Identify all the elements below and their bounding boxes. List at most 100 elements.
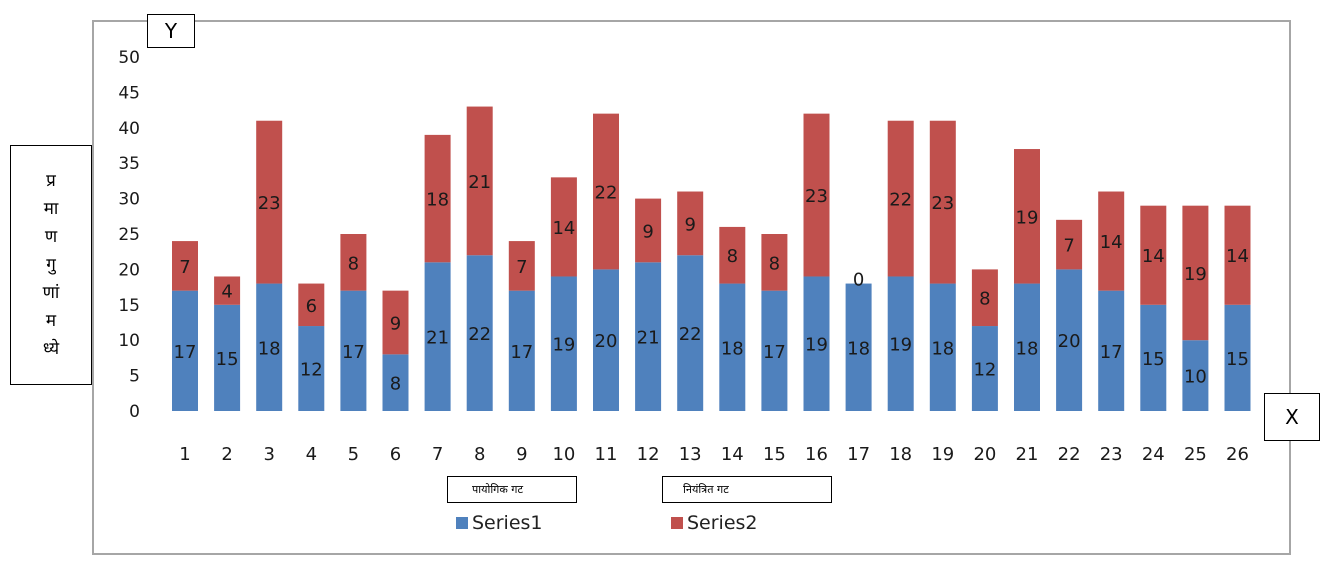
x-tick-label: 19 bbox=[931, 444, 954, 465]
bar-series1 bbox=[1140, 304, 1167, 411]
x-tick-label: 12 bbox=[637, 444, 660, 465]
bar-series1 bbox=[887, 276, 914, 411]
bar-series1 bbox=[1224, 304, 1251, 411]
data-label-series1: 17 bbox=[1100, 342, 1123, 363]
data-label-series1: 17 bbox=[510, 342, 533, 363]
data-label-series2: 23 bbox=[805, 186, 828, 207]
bar-series1 bbox=[424, 262, 451, 411]
y-axis-ticks: 0 5 10 15 20 25 30 35 40 45 50 bbox=[118, 48, 140, 422]
data-label-series2: 19 bbox=[1184, 264, 1207, 285]
data-label-series1: 22 bbox=[679, 324, 702, 345]
bar-series1 bbox=[803, 276, 830, 411]
bar-series2 bbox=[1014, 149, 1040, 284]
bar-series2 bbox=[466, 106, 493, 256]
bar-series1 bbox=[761, 290, 788, 411]
x-tick-label: 22 bbox=[1058, 444, 1081, 465]
data-label-series2: 23 bbox=[931, 193, 954, 214]
data-label-series1: 17 bbox=[342, 342, 365, 363]
data-label-series2: 21 bbox=[468, 172, 491, 193]
bar-series1 bbox=[172, 290, 198, 411]
bar-series1 bbox=[971, 326, 998, 411]
y-tick-label: 30 bbox=[118, 190, 140, 210]
data-label-series1: 21 bbox=[637, 328, 660, 349]
bar-series2 bbox=[256, 120, 283, 284]
data-label-series2: 14 bbox=[552, 218, 575, 239]
x-tick-label: 6 bbox=[390, 444, 401, 465]
data-label-series2: 19 bbox=[1016, 207, 1039, 228]
bar-series1 bbox=[1098, 290, 1125, 411]
y-tick-label: 50 bbox=[118, 48, 140, 68]
x-tick-label: 4 bbox=[306, 444, 317, 465]
x-tick-label: 21 bbox=[1016, 444, 1039, 465]
bar-series2 bbox=[340, 234, 367, 291]
data-label-series1: 20 bbox=[1058, 331, 1081, 352]
y-axis-label-line: प्र bbox=[46, 171, 56, 191]
bar-series1 bbox=[466, 255, 493, 411]
bar-series2 bbox=[508, 241, 535, 291]
y-axis-label-line: णां bbox=[42, 283, 60, 303]
data-label-series2: 22 bbox=[889, 190, 912, 211]
data-label-series1: 12 bbox=[973, 360, 996, 381]
y-tick-label: 20 bbox=[118, 260, 140, 280]
data-label-series1: 19 bbox=[552, 335, 575, 356]
y-axis-label-line: गु bbox=[46, 255, 56, 275]
bar-series: 17 7 15 4 18 23 12 6 17 8 8 9 21 18 22 21 17 7 19 14 20 22 21 9… bbox=[172, 106, 1251, 411]
x-tick-label: 10 bbox=[552, 444, 575, 465]
y-tick-label: 35 bbox=[118, 154, 140, 174]
x-tick-label: 3 bbox=[263, 444, 274, 465]
y-axis-marker: Y bbox=[147, 14, 195, 48]
legend-series1: Series1 bbox=[456, 510, 543, 536]
x-tick-label: 11 bbox=[595, 444, 618, 465]
data-label-series2: 9 bbox=[390, 314, 401, 335]
x-tick-label: 8 bbox=[474, 444, 485, 465]
data-label-series1: 8 bbox=[390, 374, 401, 395]
bar-series1 bbox=[340, 290, 367, 411]
y-axis-label-line: ध्ये bbox=[42, 339, 60, 359]
data-label-series2: 0 bbox=[853, 270, 864, 291]
data-label-series1: 12 bbox=[300, 360, 323, 381]
bar-series2 bbox=[1224, 205, 1251, 305]
x-tick-label: 2 bbox=[221, 444, 232, 465]
bar-series1 bbox=[382, 354, 409, 411]
bar-series2 bbox=[677, 191, 704, 256]
data-label-series1: 19 bbox=[889, 335, 912, 356]
bar-series2 bbox=[803, 113, 830, 277]
data-label-series2: 18 bbox=[426, 190, 449, 211]
data-label-series1: 21 bbox=[426, 328, 449, 349]
y-tick-label: 45 bbox=[118, 83, 140, 103]
x-axis-ticks: 1 2 3 4 5 6 7 8 9 10 11 12 13 14 15 16 17 18 19 20 21 22 23 24 2… bbox=[179, 444, 1249, 465]
x-tick-label: 15 bbox=[763, 444, 786, 465]
data-label-series2: 6 bbox=[306, 296, 317, 317]
y-axis-label-line: म bbox=[45, 311, 57, 331]
data-label-series1: 18 bbox=[1016, 338, 1039, 359]
data-label-series1: 15 bbox=[1226, 349, 1249, 370]
bar-series2 bbox=[593, 113, 619, 270]
x-tick-label: 24 bbox=[1142, 444, 1165, 465]
experimental-group-label: पायोगिक गट bbox=[447, 476, 577, 503]
bar-series2 bbox=[761, 234, 788, 291]
bar-series1 bbox=[1182, 340, 1209, 411]
y-tick-label: 0 bbox=[129, 402, 140, 422]
x-tick-label: 26 bbox=[1226, 444, 1249, 465]
x-tick-label: 9 bbox=[516, 444, 527, 465]
data-label-series1: 17 bbox=[174, 342, 197, 363]
bar-series2 bbox=[635, 198, 662, 263]
x-tick-label: 18 bbox=[889, 444, 912, 465]
data-label-series1: 18 bbox=[847, 338, 870, 359]
bar-series1 bbox=[719, 283, 746, 411]
bar-series2 bbox=[929, 120, 956, 284]
x-tick-label: 14 bbox=[721, 444, 744, 465]
data-label-series1: 15 bbox=[216, 349, 239, 370]
bar-series2 bbox=[887, 120, 914, 277]
data-label-series1: 18 bbox=[258, 338, 281, 359]
control-group-label: नियंत्रित गट bbox=[662, 476, 832, 503]
y-tick-label: 5 bbox=[129, 367, 140, 387]
bar-series1 bbox=[929, 283, 956, 411]
legend-series2: Series2 bbox=[671, 510, 758, 536]
data-label-series2: 22 bbox=[595, 183, 618, 204]
legend-swatch-series2 bbox=[671, 517, 683, 529]
bar-series1 bbox=[214, 304, 241, 411]
bar-series2 bbox=[172, 241, 198, 291]
bar-series1 bbox=[256, 283, 283, 411]
x-tick-label: 13 bbox=[679, 444, 702, 465]
